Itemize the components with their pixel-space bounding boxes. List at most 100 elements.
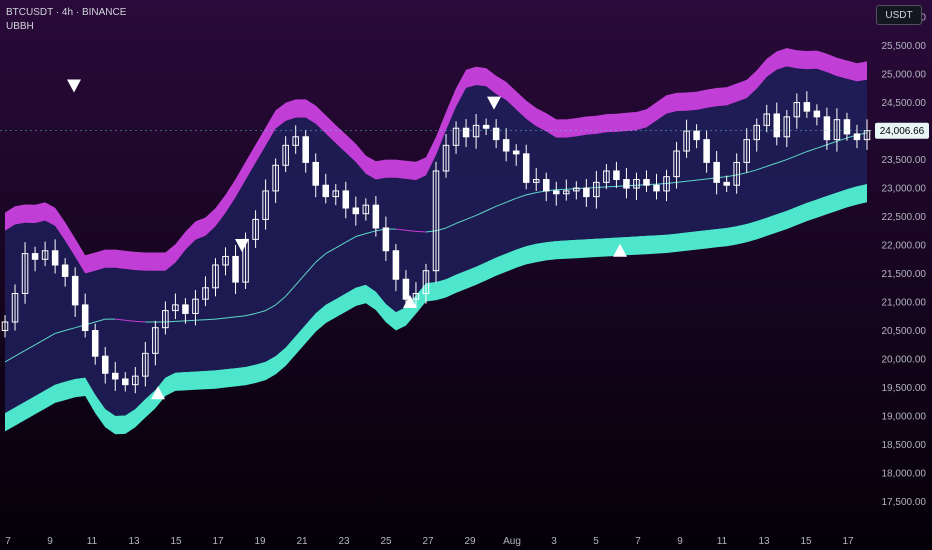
basis-line-segment — [245, 312, 256, 317]
candle-body — [432, 170, 440, 272]
x-tick-label: 3 — [551, 536, 557, 547]
basis-line-segment — [345, 236, 357, 243]
candle-body — [763, 113, 771, 126]
candle-body — [452, 127, 460, 146]
x-tick-label: 15 — [170, 536, 182, 547]
candle-body — [703, 139, 710, 163]
basis-line-segment — [485, 205, 497, 212]
candle-body — [542, 179, 550, 192]
candle-body — [502, 139, 510, 152]
candle-body — [512, 150, 520, 155]
basis-line-segment — [235, 315, 246, 318]
candle-body — [162, 310, 169, 329]
candle-body — [21, 253, 29, 294]
candle-body — [91, 330, 99, 357]
symbol-title[interactable]: BTCUSDT · 4h · BINANCE — [6, 7, 127, 18]
candle-body — [623, 179, 630, 189]
basis-line-segment — [415, 230, 427, 233]
candle-body — [61, 264, 69, 277]
basis-line-segment — [796, 151, 808, 157]
candle-body — [152, 327, 159, 354]
candle-body — [783, 116, 791, 138]
basis-line-segment — [746, 169, 757, 174]
buy-signal-marker — [151, 386, 165, 400]
candle-body — [422, 270, 430, 294]
basis-line-segment — [505, 197, 517, 203]
basis-line-segment — [24, 344, 36, 351]
candle-body — [583, 187, 590, 198]
candle-body — [332, 190, 340, 198]
candle-body — [182, 304, 189, 314]
basis-line-segment — [125, 319, 136, 322]
candle-body — [81, 304, 89, 332]
candle-body — [853, 133, 861, 141]
basis-line-segment — [215, 317, 226, 320]
basis-line-segment — [295, 273, 307, 286]
candle-body — [673, 150, 680, 178]
y-tick-label: 17,500.00 — [882, 497, 927, 508]
basis-line-segment — [596, 186, 607, 188]
candle-body — [563, 190, 570, 195]
basis-line-segment — [175, 320, 186, 322]
candle-body — [713, 161, 720, 183]
basis-line-segment — [766, 162, 777, 167]
basis-line-segment — [465, 214, 477, 220]
y-tick-label: 23,500.00 — [882, 155, 927, 166]
candle-body — [51, 250, 59, 266]
y-tick-label: 22,000.00 — [882, 241, 927, 252]
x-tick-label: 19 — [254, 536, 266, 547]
candle-body — [122, 378, 129, 386]
candle-body — [833, 119, 841, 141]
candle-body — [633, 179, 640, 189]
candle-body — [312, 161, 319, 186]
indicator-title[interactable]: UBBH — [6, 21, 34, 32]
basis-line-segment — [14, 350, 26, 357]
candle-body — [643, 179, 650, 186]
basis-line-segment — [255, 310, 266, 314]
candle-body — [613, 170, 620, 181]
candle-body — [222, 255, 229, 266]
candle-body — [653, 184, 660, 192]
candle-body — [232, 255, 239, 283]
basis-line-segment — [826, 140, 838, 146]
buy-signal-marker — [613, 243, 627, 257]
basis-line-segment — [305, 261, 317, 274]
candle-body — [593, 181, 600, 198]
candle-body — [823, 116, 831, 141]
basis-line-segment — [225, 316, 236, 319]
x-tick-label: 25 — [380, 536, 392, 547]
lower-band-layer — [5, 184, 867, 429]
basis-line-segment — [115, 318, 126, 321]
candle-body — [472, 124, 480, 138]
currency-button[interactable]: USDT — [876, 5, 922, 25]
sell-signal-marker — [487, 96, 501, 110]
y-tick-label: 19,500.00 — [882, 383, 927, 394]
basis-line-segment — [365, 230, 376, 235]
basis-line-segment — [54, 330, 66, 334]
candle-body — [733, 161, 740, 186]
y-tick-label: 23,000.00 — [882, 184, 927, 195]
candle-body — [112, 372, 119, 380]
candle-body — [522, 153, 530, 183]
basis-line-segment — [44, 332, 56, 340]
basis-line-segment — [786, 155, 798, 161]
basis-line-segment — [265, 304, 276, 312]
candle-body — [663, 176, 670, 192]
candle-body — [392, 250, 400, 280]
x-tick-label: 29 — [464, 536, 476, 547]
basis-line-segment — [95, 318, 106, 323]
x-tick-label: 21 — [296, 536, 308, 547]
x-tick-label: 17 — [212, 536, 224, 547]
y-tick-label: 22,500.00 — [882, 212, 927, 223]
x-tick-label: 17 — [842, 536, 854, 547]
basis-line-segment — [435, 227, 447, 232]
candle-body — [342, 190, 350, 209]
x-tick-label: 9 — [677, 536, 683, 547]
x-tick-label: 9 — [47, 536, 53, 547]
x-tick-label: 27 — [422, 536, 434, 547]
x-tick-label: 13 — [758, 536, 770, 547]
candle-body — [252, 218, 259, 240]
candle-body — [683, 130, 690, 152]
